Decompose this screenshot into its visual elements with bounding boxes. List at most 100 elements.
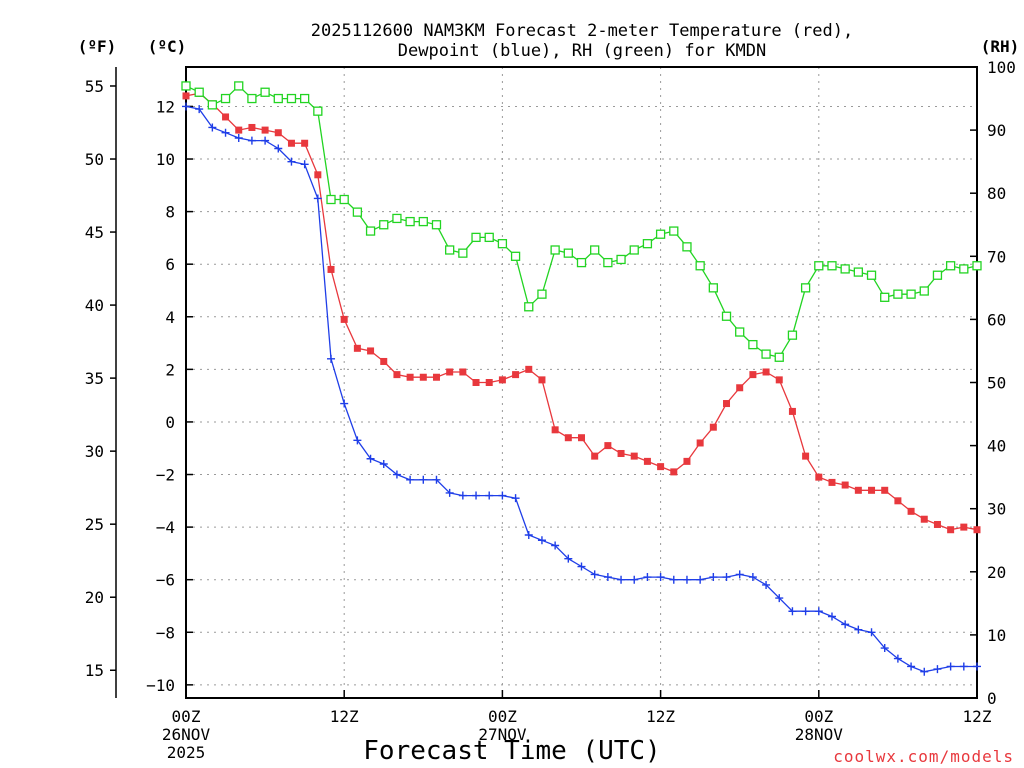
series-temp — [182, 89, 981, 534]
fahrenheit-tick-label: 30 — [85, 442, 104, 461]
temp-point — [591, 452, 599, 460]
rh-point — [642, 239, 653, 249]
rh-tick-label: 70 — [987, 247, 1006, 266]
dewpoint-point — [920, 667, 929, 676]
temp-point — [301, 139, 309, 147]
rh-point — [339, 194, 349, 205]
dewpoint-point — [472, 491, 481, 500]
rh-point — [392, 213, 402, 224]
temp-point — [696, 439, 704, 447]
dewpoint-point — [775, 594, 784, 603]
rh-tick-label: 0 — [987, 689, 997, 708]
rh-point — [787, 330, 798, 340]
temp-point — [841, 481, 849, 489]
rh-point — [893, 289, 903, 299]
rh-point — [866, 270, 877, 280]
celsius-tick-label: 2 — [165, 360, 175, 379]
dewpoint-point — [973, 662, 981, 671]
dewpoint-point — [261, 136, 270, 145]
rh-point — [761, 349, 771, 359]
dewpoint-point — [524, 530, 533, 539]
x-tick-label: 28NOV — [795, 725, 844, 744]
rh-point — [853, 267, 863, 277]
rh-tick-label: 20 — [987, 563, 1006, 582]
rh-point — [945, 261, 956, 271]
dewpoint-point — [603, 573, 612, 582]
rh-tick-label: 10 — [987, 626, 1006, 645]
x-tick-label: 12Z — [963, 707, 992, 726]
rh-point — [379, 220, 389, 230]
rh-point — [458, 248, 468, 258]
rh-point — [721, 311, 732, 321]
dewpoint-point — [379, 460, 388, 469]
rh-point — [590, 245, 600, 255]
temp-point — [762, 368, 770, 376]
fahrenheit-tick-label: 40 — [85, 296, 104, 315]
dewpoint-point — [827, 612, 836, 621]
temp-point — [406, 373, 414, 381]
dewpoint-point — [617, 575, 626, 584]
celsius-tick-label: 10 — [156, 150, 175, 169]
rh-point — [299, 93, 310, 104]
rh-point — [273, 93, 283, 104]
temp-point — [578, 434, 585, 442]
rh-point — [484, 232, 494, 243]
temp-point — [723, 400, 731, 408]
rh-point — [550, 245, 560, 255]
rh-point — [234, 81, 244, 91]
rh-tick-label: 60 — [987, 310, 1006, 329]
dewpoint-point — [208, 123, 217, 132]
temp-point — [327, 265, 335, 273]
temp-point — [261, 126, 269, 134]
rh-point — [563, 248, 573, 258]
rh-point — [972, 261, 982, 271]
rh-tick-label: 30 — [987, 500, 1006, 519]
rh-point — [616, 254, 626, 265]
rh-point — [603, 257, 613, 268]
temp-point — [472, 379, 480, 386]
temp-point — [749, 371, 757, 379]
celsius-tick-label: −4 — [156, 518, 175, 537]
temp-point — [551, 426, 559, 434]
temp-point — [314, 171, 322, 179]
celsius-tick-label: 12 — [156, 97, 175, 116]
temp-point — [736, 384, 744, 392]
dewpoint-point — [195, 105, 204, 114]
fahrenheit-unit-label: (ºF) — [78, 37, 117, 56]
rh-point — [576, 257, 587, 268]
rh-point — [181, 81, 191, 91]
dewpoint-point — [445, 488, 454, 497]
temp-point — [894, 497, 902, 505]
dewpoint-point — [498, 491, 507, 500]
rh-point — [220, 93, 231, 104]
dewpoint-point — [748, 573, 757, 582]
temp-point — [854, 486, 862, 494]
dewpoint-point — [880, 644, 889, 653]
rh-point — [629, 245, 639, 255]
temp-point — [512, 371, 520, 379]
temp-point — [881, 486, 889, 494]
rh-point — [669, 226, 679, 236]
dewpoint-point — [392, 470, 401, 479]
dewpoint-point — [709, 573, 718, 582]
temp-point — [353, 344, 361, 352]
dewpoint-point — [234, 133, 243, 142]
rh-point — [932, 270, 943, 280]
chart-title-line-2: Dewpoint (blue), RH (green) for KMDN — [398, 41, 766, 61]
temp-point — [498, 376, 506, 384]
dewpoint-point — [590, 570, 599, 579]
rh-tick-label: 100 — [987, 58, 1016, 77]
temp-point — [657, 463, 665, 471]
temp-point — [485, 379, 493, 386]
dewpoint-point — [432, 475, 441, 484]
temp-point — [815, 473, 823, 481]
temp-point — [670, 468, 678, 476]
rh-point — [748, 339, 758, 350]
dewpoint-point — [867, 628, 876, 637]
dewpoint-point — [485, 491, 494, 500]
dewpoint-point — [221, 128, 230, 137]
x-tick-label: 26NOV — [162, 725, 211, 744]
dewpoint-point — [511, 494, 520, 503]
dewpoint-point — [551, 541, 560, 550]
temp-point — [630, 452, 638, 460]
